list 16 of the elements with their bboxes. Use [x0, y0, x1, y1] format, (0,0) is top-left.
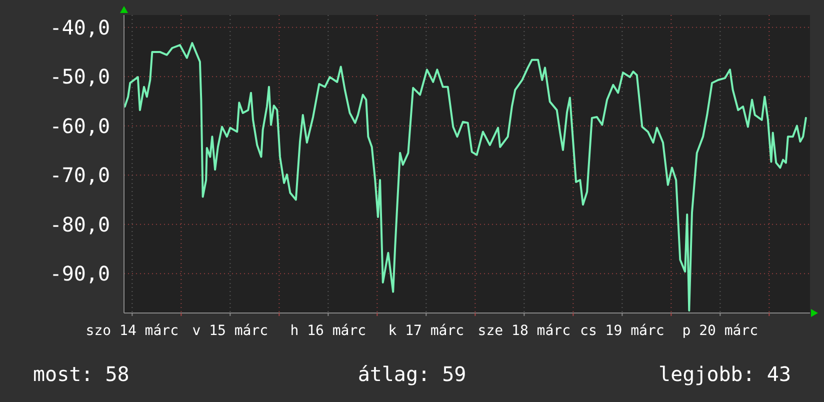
x-tick-label: cs 19 márc — [580, 323, 664, 339]
text: átlag: 59 — [358, 362, 466, 386]
y-tick-label: -50,0 — [50, 64, 110, 89]
x-tick-label: sze 18 márc — [478, 323, 571, 339]
x-tick-label: k 17 márc — [388, 323, 464, 339]
text: legjobb: 43 — [658, 362, 791, 386]
x-tick-label: v 15 márc — [192, 323, 268, 339]
y-tick-label: -90,0 — [50, 262, 110, 286]
text: most: 58 — [33, 362, 130, 386]
x-tick-label: h 16 márc — [290, 323, 366, 339]
y-tick-label: -80,0 — [50, 212, 110, 236]
x-tick-label: p 20 márc — [682, 323, 758, 339]
x-tick-label: szo 14 márc — [86, 323, 179, 339]
y-tick-label: -60,0 — [50, 114, 110, 138]
y-tick-label: -70,0 — [50, 163, 110, 188]
y-tick-label: -40,0 — [50, 15, 110, 40]
